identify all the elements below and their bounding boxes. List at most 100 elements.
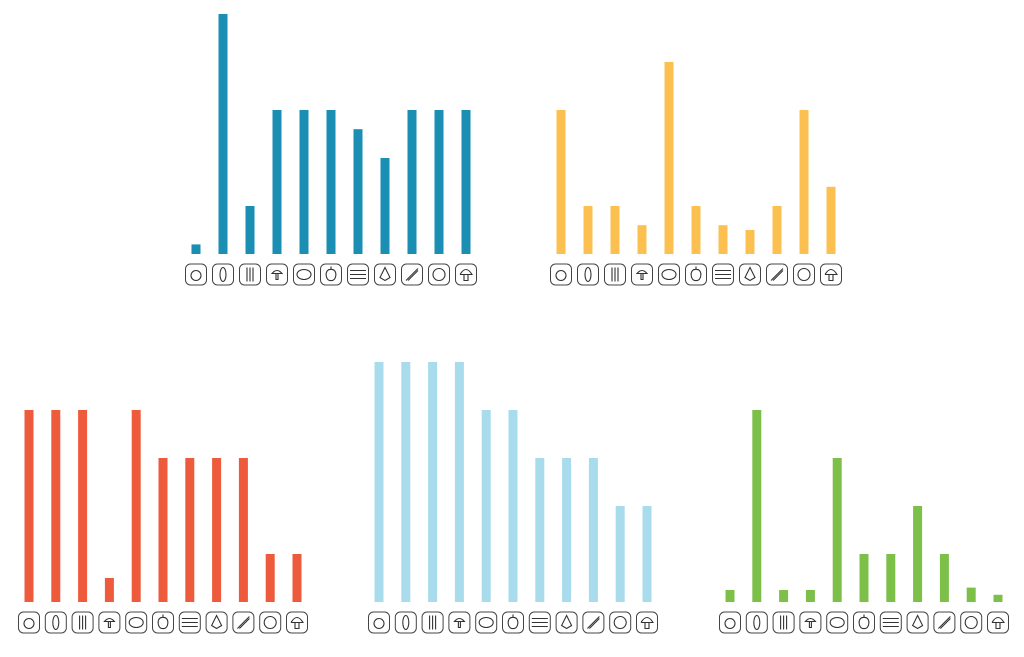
icon-glyph bbox=[938, 616, 951, 629]
category-icon bbox=[582, 611, 605, 634]
bar bbox=[562, 458, 572, 602]
icon-frame bbox=[609, 611, 632, 634]
icon-frame bbox=[259, 611, 282, 634]
bar bbox=[158, 458, 168, 602]
bar bbox=[481, 410, 491, 602]
bar bbox=[238, 458, 248, 602]
bar bbox=[299, 110, 309, 254]
icon-frame bbox=[475, 611, 498, 634]
bar bbox=[642, 506, 652, 602]
icon-frame bbox=[368, 611, 390, 634]
category-icon bbox=[421, 611, 444, 634]
category-icon bbox=[502, 611, 524, 634]
bar bbox=[583, 206, 593, 254]
icon-glyph bbox=[991, 616, 1005, 630]
icon-frame bbox=[98, 611, 121, 634]
bar bbox=[104, 578, 114, 602]
icon-glyph bbox=[882, 617, 899, 628]
category-icon bbox=[286, 611, 308, 634]
bar bbox=[691, 206, 701, 254]
icon-frame bbox=[293, 263, 315, 286]
icon-frame bbox=[44, 611, 67, 634]
bar bbox=[353, 129, 363, 254]
bar bbox=[913, 506, 923, 602]
bar bbox=[185, 458, 195, 602]
category-icon bbox=[368, 611, 390, 634]
icon-glyph bbox=[560, 614, 573, 630]
icon-frame bbox=[685, 263, 707, 286]
bar bbox=[428, 362, 438, 602]
bar bbox=[407, 110, 417, 254]
icon-glyph bbox=[824, 268, 838, 282]
bar bbox=[326, 110, 336, 254]
icon-glyph bbox=[459, 268, 473, 282]
icon-glyph bbox=[246, 267, 254, 282]
category-icon bbox=[320, 263, 342, 286]
icon-glyph bbox=[219, 266, 227, 283]
icon-glyph bbox=[432, 267, 446, 282]
icon-glyph bbox=[23, 617, 35, 630]
category-icon bbox=[609, 611, 632, 634]
icon-frame bbox=[266, 263, 288, 286]
icon-glyph bbox=[270, 269, 284, 281]
category-icon bbox=[739, 263, 761, 286]
category-icon bbox=[266, 263, 288, 286]
category-icon bbox=[374, 263, 396, 286]
icon-glyph bbox=[531, 617, 548, 628]
bar bbox=[51, 410, 61, 602]
icon-glyph bbox=[715, 269, 731, 280]
bar bbox=[461, 110, 471, 254]
bar bbox=[859, 554, 869, 602]
category-icon bbox=[772, 611, 795, 634]
icon-glyph bbox=[770, 268, 784, 281]
icon-frame bbox=[394, 611, 417, 634]
icon-frame bbox=[550, 263, 572, 286]
category-icon bbox=[239, 263, 261, 286]
icon-glyph bbox=[744, 266, 756, 282]
icon-frame bbox=[18, 611, 40, 634]
icon-glyph bbox=[690, 266, 702, 282]
category-icon bbox=[879, 611, 902, 634]
category-icon bbox=[448, 611, 471, 634]
category-icon bbox=[766, 263, 788, 286]
icon-glyph bbox=[350, 269, 366, 280]
icon-glyph bbox=[829, 616, 845, 629]
category-icon bbox=[604, 263, 626, 286]
category-icon bbox=[44, 611, 67, 634]
bar bbox=[191, 244, 201, 254]
category-icon bbox=[178, 611, 201, 634]
bar bbox=[588, 458, 598, 602]
bar bbox=[131, 410, 141, 602]
icon-glyph bbox=[858, 614, 870, 630]
icon-frame bbox=[320, 263, 342, 286]
icon-frame bbox=[745, 611, 768, 634]
category-icon bbox=[394, 611, 417, 634]
bar bbox=[799, 110, 809, 254]
bar bbox=[939, 554, 949, 602]
bar bbox=[832, 458, 842, 602]
icon-glyph bbox=[613, 615, 627, 630]
bar bbox=[78, 410, 88, 602]
bar bbox=[508, 410, 518, 602]
category-icon bbox=[658, 263, 680, 286]
bar bbox=[886, 554, 896, 602]
icon-glyph bbox=[373, 617, 385, 630]
bar bbox=[454, 362, 464, 602]
icon-glyph bbox=[181, 617, 198, 628]
bar bbox=[24, 410, 34, 602]
bar-chart bbox=[719, 410, 1009, 634]
category-icon bbox=[528, 611, 551, 634]
category-icon bbox=[71, 611, 94, 634]
icon-frame bbox=[719, 611, 741, 634]
icon-glyph bbox=[296, 268, 312, 281]
bar bbox=[725, 590, 735, 602]
category-icon bbox=[636, 611, 658, 634]
bar bbox=[374, 362, 384, 602]
icon-frame bbox=[212, 263, 234, 286]
icon-frame bbox=[125, 611, 148, 634]
icon-glyph bbox=[507, 614, 519, 630]
category-icon bbox=[152, 611, 174, 634]
category-icon bbox=[685, 263, 707, 286]
icon-glyph bbox=[190, 269, 202, 282]
